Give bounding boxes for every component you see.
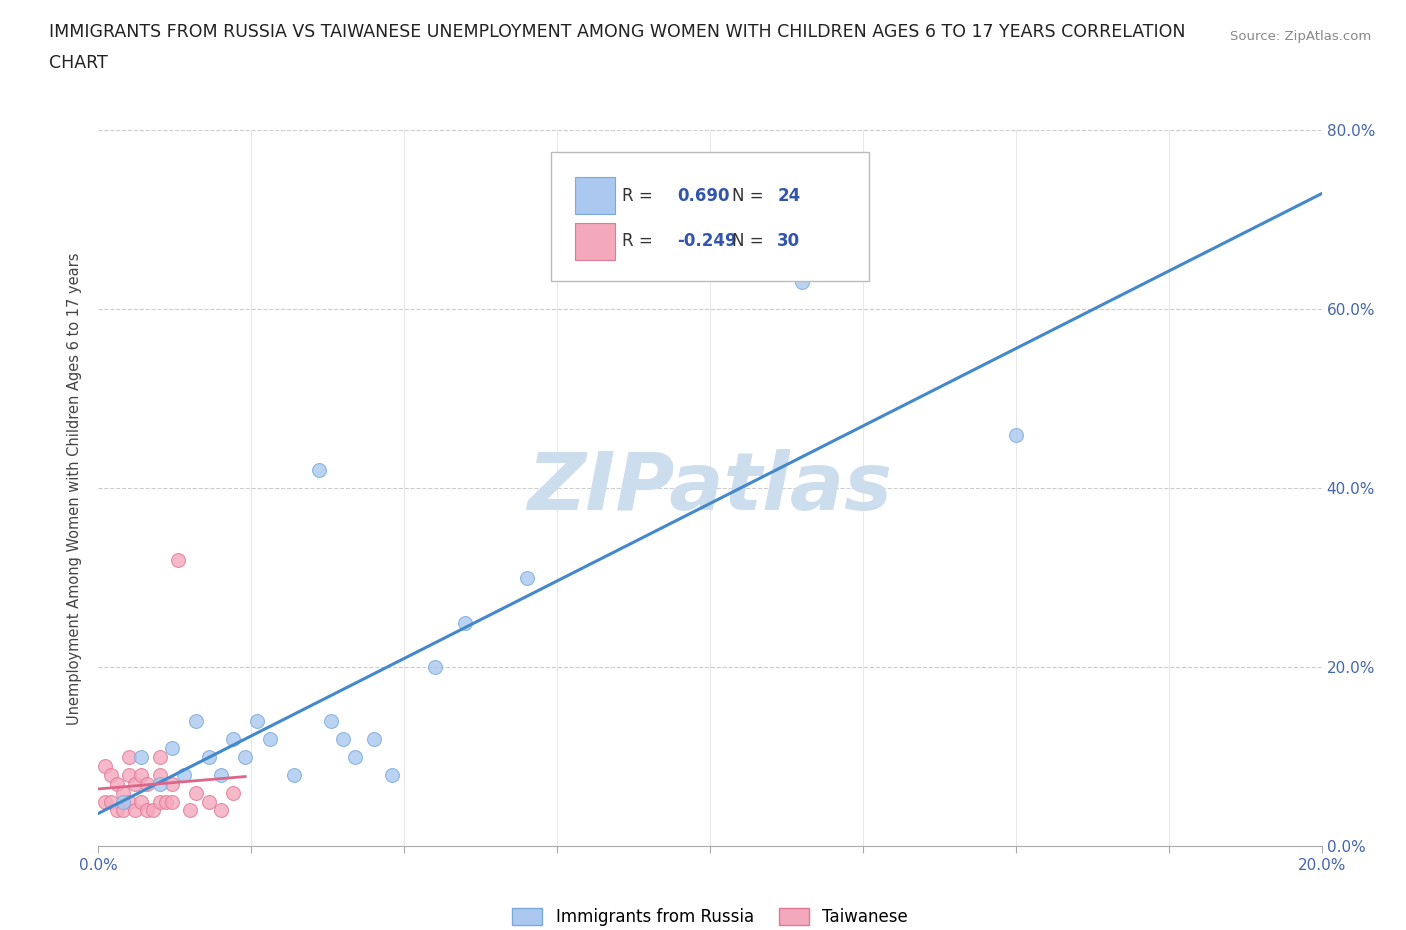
Point [124,777,146,791]
Point [259,732,281,747]
Point [155,794,177,809]
FancyBboxPatch shape [575,177,614,214]
Point [423,660,446,675]
Point [124,804,146,818]
Text: Source: ZipAtlas.com: Source: ZipAtlas.com [1230,30,1371,43]
Text: N =: N = [733,187,763,205]
Text: R =: R = [621,232,652,250]
Point [149,777,172,791]
Point [381,767,404,782]
Point [454,615,477,630]
Point [105,777,128,791]
Point [149,794,172,809]
Text: 30: 30 [778,232,800,250]
Point [186,785,208,800]
Point [111,785,134,800]
Point [209,767,232,782]
Point [197,750,219,764]
Point [790,275,813,290]
Point [105,804,128,818]
Point [129,750,152,764]
Point [118,794,141,809]
Point [308,463,330,478]
Point [93,794,115,809]
Point [136,804,159,818]
Text: ZIPatlas: ZIPatlas [527,449,893,527]
Point [160,777,183,791]
Legend: Immigrants from Russia, Taiwanese: Immigrants from Russia, Taiwanese [506,901,914,930]
Point [516,570,538,585]
Point [142,804,165,818]
Point [222,785,245,800]
Point [186,713,208,728]
Point [344,750,367,764]
Point [160,794,183,809]
Point [111,794,134,809]
Point [136,777,159,791]
Text: 24: 24 [778,187,800,205]
Point [246,713,269,728]
Point [118,750,141,764]
Text: CHART: CHART [49,54,108,72]
Point [1004,427,1026,442]
Point [93,758,115,773]
Point [129,794,152,809]
Point [283,767,305,782]
Text: R =: R = [621,187,652,205]
Text: IMMIGRANTS FROM RUSSIA VS TAIWANESE UNEMPLOYMENT AMONG WOMEN WITH CHILDREN AGES : IMMIGRANTS FROM RUSSIA VS TAIWANESE UNEM… [49,23,1185,41]
FancyBboxPatch shape [575,222,614,260]
Y-axis label: Unemployment Among Women with Children Ages 6 to 17 years: Unemployment Among Women with Children A… [67,252,83,724]
Point [332,732,354,747]
Point [118,767,141,782]
Point [129,767,152,782]
Point [319,713,342,728]
Text: -0.249: -0.249 [678,232,737,250]
Point [179,804,201,818]
Point [100,794,122,809]
Point [160,740,183,755]
Point [149,767,172,782]
Point [197,794,219,809]
Text: 0.690: 0.690 [678,187,730,205]
Point [111,804,134,818]
Point [209,804,232,818]
Point [233,750,256,764]
Point [167,552,190,567]
Point [149,750,172,764]
Point [222,732,245,747]
Point [363,732,385,747]
Point [173,767,195,782]
FancyBboxPatch shape [551,152,869,281]
Text: N =: N = [733,232,763,250]
Point [100,767,122,782]
